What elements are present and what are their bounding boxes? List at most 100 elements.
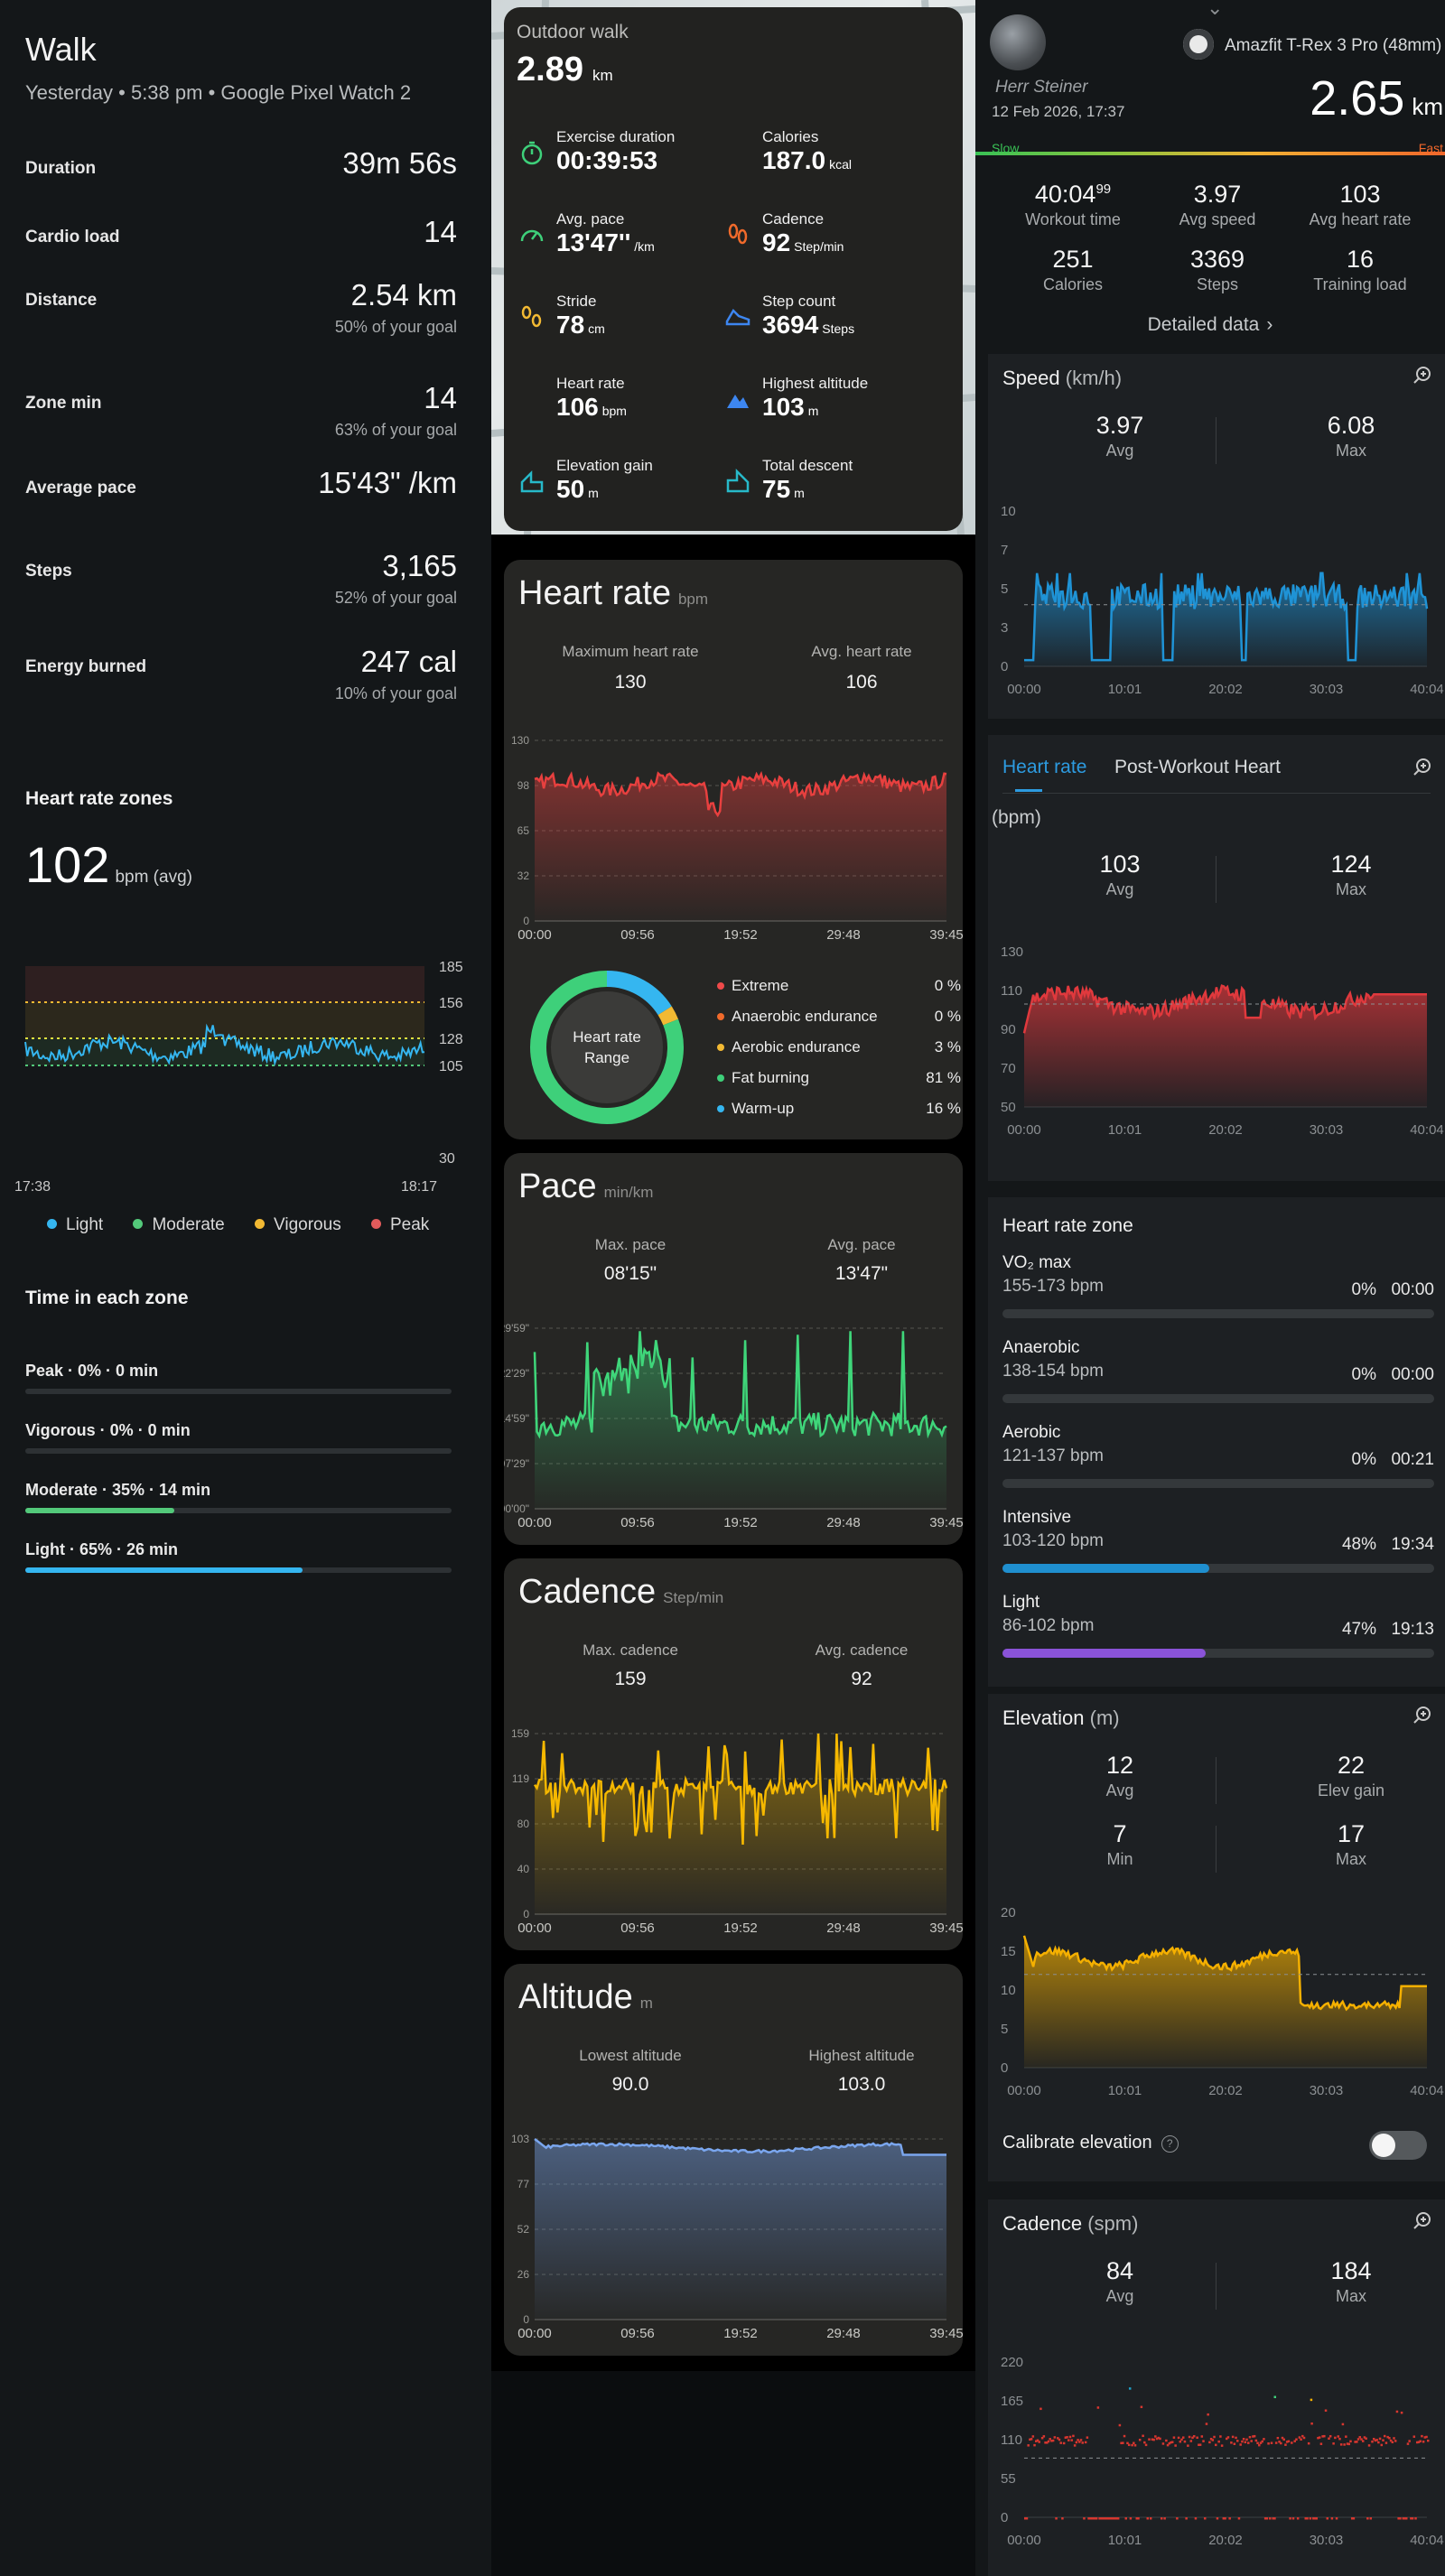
zone-fill	[25, 1508, 175, 1513]
cadence-point	[1143, 2441, 1146, 2444]
cadence-point	[1263, 2438, 1265, 2441]
hr-zone-row: Anaerobic 138-154 bpm 0% 00:00	[1002, 1338, 1434, 1403]
cadence-point	[1356, 2438, 1360, 2441]
zoom-icon[interactable]	[1412, 365, 1432, 385]
cadence-point	[1152, 2438, 1155, 2441]
pace-chart: 29'59" 22'29" 14'59" 07'29" 00'00"00:00 09:56…	[504, 1322, 963, 1530]
cadence-point	[1378, 2437, 1382, 2441]
x-tick: 29:48	[826, 927, 861, 943]
zone-pct: 0%	[1351, 1280, 1376, 1299]
zone-range: 155-173 bpm	[1002, 1277, 1104, 1296]
cadence-point	[1198, 2443, 1202, 2446]
range-dot	[717, 1013, 724, 1020]
cadence-point	[1058, 2438, 1061, 2441]
cadence-point	[1252, 2435, 1254, 2438]
cadence-point	[1278, 2441, 1281, 2443]
tab-active-underline	[1015, 789, 1042, 792]
cadence-point	[1133, 2444, 1137, 2447]
tab-heart-rate[interactable]: Heart rate	[1002, 757, 1087, 777]
cadence-point	[1369, 2517, 1373, 2520]
elev-min: 7 Min	[1106, 1820, 1133, 1868]
cadence-point	[1083, 2517, 1086, 2520]
cadence-point	[1124, 2517, 1127, 2520]
cadence-point	[1066, 2436, 1068, 2439]
amazfit-cadence-panel: Cadence (spm) 84 Avg 184 Max 220 165 110 55 0 0…	[988, 2199, 1445, 2576]
hr-avg: 102 bpm (avg)	[25, 835, 192, 894]
y-tick: 110	[1001, 983, 1022, 999]
metric-value: 92 Step/min	[762, 228, 844, 256]
elev-max: 17 Max	[1335, 1820, 1366, 1868]
altitude-min-value: 90.0	[611, 2074, 649, 2095]
y-tick: 14'59"	[504, 1412, 529, 1425]
mountain-icon	[727, 395, 749, 408]
metric-label: Step count	[762, 293, 836, 310]
speed-max: 6.08 Max	[1327, 412, 1375, 460]
zone-track	[25, 1448, 452, 1454]
cadence-point	[1170, 2441, 1172, 2444]
cadence-point	[1131, 2443, 1133, 2447]
chevron-down-icon[interactable]: ⌄	[1207, 0, 1224, 19]
cadence-point	[1406, 2442, 1410, 2445]
metric-value: 00:39:53	[556, 146, 658, 174]
cadence-point	[1137, 2517, 1140, 2520]
cadence-point	[1155, 2437, 1159, 2441]
hr-range-donut: Heart rate Range	[530, 971, 684, 1124]
zoom-icon[interactable]	[1412, 757, 1432, 777]
zone-name: Light	[1002, 1593, 1040, 1612]
amazfit-cadence-title: Cadence (spm)	[1002, 2212, 1139, 2235]
pace-card-title: Pace min/km	[518, 1167, 654, 1205]
cadence-point	[1154, 2435, 1157, 2438]
cadence-point	[1334, 2436, 1337, 2440]
zoom-icon[interactable]	[1412, 1705, 1432, 1725]
cadence-point	[1046, 2441, 1049, 2444]
cadence-point	[1209, 2437, 1213, 2441]
hr-card-title: Heart rate bpm	[518, 574, 709, 612]
x-tick: 19:52	[723, 927, 758, 943]
zoom-icon[interactable]	[1412, 2210, 1432, 2230]
stat-value: 39m 56s	[342, 146, 457, 180]
amazfit-cad-avg: 84 Avg	[1105, 2257, 1134, 2305]
x-tick: 10:01	[1108, 1122, 1142, 1138]
user-name: Herr Steiner	[995, 78, 1088, 97]
chevron-right-icon: ›	[1266, 314, 1273, 335]
cadence-point	[1049, 2438, 1051, 2441]
tab-post-workout[interactable]: Post-Workout Heart	[1114, 757, 1282, 777]
cadence-point	[1126, 2441, 1129, 2445]
amazfit-panel: Herr Steiner 12 Feb 2026, 17:37 ⌄ Amazfi…	[975, 0, 1445, 2576]
cadence-point	[1339, 2443, 1343, 2446]
cadence-point	[1148, 2438, 1151, 2441]
stat-label: Steps	[25, 562, 72, 581]
cadence-point	[1128, 2387, 1132, 2390]
amazfit-cad-max: 184 Max	[1330, 2257, 1372, 2305]
cadence-point	[1310, 2422, 1313, 2425]
calibrate-toggle[interactable]	[1369, 2131, 1427, 2160]
cadence-point	[1300, 2438, 1302, 2441]
cadence-point	[1079, 2439, 1083, 2441]
detailed-data-link[interactable]: Detailed data ›	[1147, 314, 1273, 335]
y-tick: 220	[1001, 2355, 1023, 2370]
cadence-point	[1309, 2517, 1312, 2520]
cadence-point	[1412, 2435, 1416, 2438]
cadence-point	[1417, 2441, 1421, 2443]
cadence-point	[1192, 2434, 1196, 2438]
cadence-point	[1230, 2441, 1233, 2444]
range-label: Warm-up	[732, 1100, 795, 1117]
cadence-point	[1273, 2395, 1277, 2399]
cadence-point	[1347, 2442, 1351, 2446]
cadence-point	[1057, 2437, 1059, 2440]
cadence-point	[1149, 2517, 1152, 2520]
cadence-point	[1352, 2517, 1356, 2520]
hr-avg-label: Avg. heart rate	[811, 643, 912, 660]
cadence-point	[1242, 2437, 1245, 2441]
cadence-point	[1356, 2441, 1358, 2443]
y-tick: 29'59"	[504, 1322, 529, 1334]
cadence-point	[1035, 2440, 1038, 2442]
range-pct: 0 %	[934, 977, 961, 994]
avatar[interactable]	[990, 14, 1046, 70]
y-tick: 0	[1001, 2060, 1008, 2076]
cadence-point	[1360, 2438, 1363, 2441]
x-tick: 20:02	[1208, 2083, 1243, 2098]
x-tick: 00:00	[517, 927, 552, 943]
cadence-point	[1235, 2436, 1237, 2440]
descent-icon	[726, 468, 750, 493]
